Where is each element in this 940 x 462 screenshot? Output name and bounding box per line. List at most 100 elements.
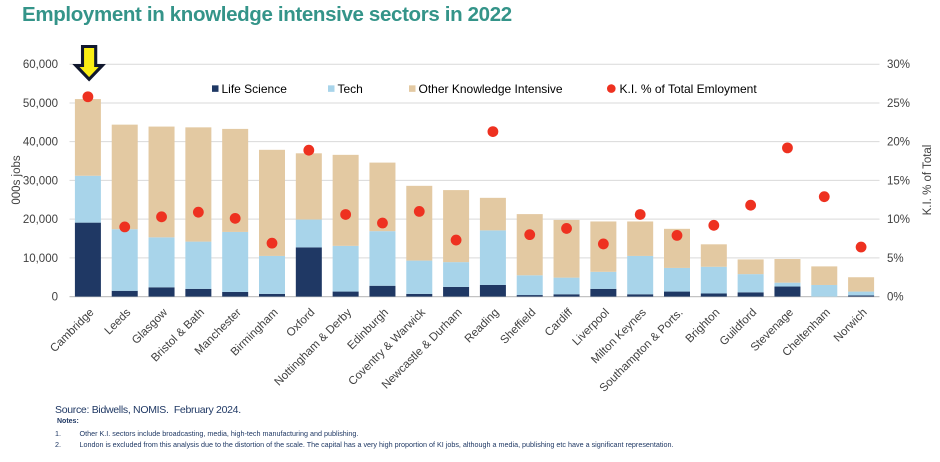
left-axis-tick-label: 40,000 bbox=[23, 137, 58, 149]
left-axis-tick-label: 50,000 bbox=[23, 98, 58, 110]
legend-label: Other Knowledge Intensive bbox=[419, 82, 563, 96]
bar-segment-other-knowledge-intensive bbox=[700, 244, 727, 267]
bar-segment-life-science bbox=[848, 295, 875, 297]
category-label: Leeds bbox=[103, 306, 134, 337]
right-axis-title: K.I. % of Total bbox=[922, 145, 934, 216]
chart-title: Employment in knowledge intensive sector… bbox=[22, 3, 512, 26]
ki-percent-dot bbox=[855, 241, 867, 253]
bar-segment-life-science bbox=[590, 288, 617, 297]
bar-segment-tech bbox=[222, 231, 249, 292]
bar-segment-tech bbox=[185, 241, 212, 289]
bar-segment-tech bbox=[369, 231, 396, 286]
note-item-1: 1. Other K.I. sectors include broadcastin… bbox=[55, 429, 358, 438]
bar-segment-tech bbox=[774, 282, 801, 287]
bar-segment-other-knowledge-intensive bbox=[332, 154, 359, 246]
source-note: Source: Bidwells, NOMIS. February 2024. bbox=[55, 404, 241, 416]
right-axis-tick-label: 20% bbox=[887, 137, 910, 149]
left-axis-tick-label: 0 bbox=[52, 292, 58, 304]
legend-marker-square bbox=[328, 85, 335, 92]
category-label: Sheffield bbox=[498, 307, 538, 347]
ki-percent-dot bbox=[450, 234, 462, 246]
bar-segment-other-knowledge-intensive bbox=[406, 185, 433, 261]
highlight-down-arrow-icon bbox=[72, 44, 106, 82]
bar-segment-life-science bbox=[774, 286, 801, 297]
bar-segment-life-science bbox=[148, 287, 175, 297]
legend-marker-square bbox=[212, 85, 219, 92]
bar-segment-other-knowledge-intensive bbox=[443, 190, 470, 263]
category-label: Reading bbox=[463, 307, 502, 346]
left-axis-tick-label: 10,000 bbox=[23, 253, 58, 265]
bar-segment-tech bbox=[848, 291, 875, 296]
ki-percent-dot bbox=[671, 230, 683, 241]
ki-percent-dot bbox=[119, 221, 131, 233]
ki-percent-dot bbox=[561, 223, 572, 234]
left-axis-tick-label: 30,000 bbox=[23, 175, 58, 187]
bar-segment-other-knowledge-intensive bbox=[774, 259, 801, 283]
ki-percent-dot bbox=[303, 144, 315, 156]
right-axis-tick-label: 25% bbox=[887, 98, 910, 110]
right-axis-tick-label: 30% bbox=[887, 59, 910, 71]
bar-segment-life-science bbox=[553, 294, 580, 297]
notes-heading: Notes: bbox=[57, 418, 79, 425]
bar-segment-tech bbox=[295, 219, 322, 248]
ki-percent-dot bbox=[708, 219, 720, 231]
ki-percent-dot bbox=[340, 209, 352, 220]
category-label: Cardiff bbox=[543, 306, 576, 339]
note-text: London is excluded from this analysis du… bbox=[79, 439, 674, 449]
ki-percent-dot bbox=[782, 142, 793, 154]
left-axis-title: 000s jobs bbox=[11, 155, 23, 204]
bar-segment-life-science bbox=[295, 247, 322, 297]
bar-segment-tech bbox=[259, 255, 285, 294]
bar-segment-tech bbox=[664, 267, 690, 292]
ki-percent-dot bbox=[634, 209, 646, 220]
right-axis-tick-label: 5% bbox=[887, 253, 904, 265]
left-axis-tick-label: 20,000 bbox=[23, 214, 58, 226]
bar-segment-life-science bbox=[332, 291, 359, 297]
ki-percent-dot bbox=[192, 206, 204, 218]
bar-segment-life-science bbox=[443, 286, 470, 297]
bar-segment-tech bbox=[553, 277, 580, 295]
ki-percent-dot bbox=[266, 237, 278, 249]
bar-segment-tech bbox=[443, 262, 470, 287]
bar-segment-other-knowledge-intensive bbox=[848, 277, 875, 292]
bar-segment-other-knowledge-intensive bbox=[111, 124, 138, 230]
bar-segment-other-knowledge-intensive bbox=[516, 214, 543, 276]
bar-segment-life-science bbox=[664, 291, 690, 297]
ki-percent-dot bbox=[818, 191, 830, 203]
bar-segment-tech bbox=[148, 237, 175, 288]
ki-percent-dot bbox=[597, 238, 609, 250]
legend-label: Life Science bbox=[222, 82, 288, 96]
bar-segment-tech bbox=[627, 255, 654, 295]
bar-segment-other-knowledge-intensive bbox=[479, 197, 506, 231]
bar-segment-tech bbox=[700, 266, 727, 294]
bar-segment-other-knowledge-intensive bbox=[811, 266, 838, 285]
bar-segment-tech bbox=[74, 175, 101, 223]
bar-segment-life-science bbox=[259, 293, 285, 297]
ki-percent-dot bbox=[745, 199, 757, 211]
bar-segment-life-science bbox=[627, 294, 654, 297]
right-axis-tick-label: 15% bbox=[887, 175, 910, 187]
bar-segment-other-knowledge-intensive bbox=[627, 221, 654, 256]
left-axis-tick-label: 60,000 bbox=[23, 59, 58, 71]
bar-segment-life-science bbox=[479, 284, 506, 297]
bar-segment-life-science bbox=[111, 290, 138, 297]
bar-segment-life-science bbox=[222, 291, 249, 297]
note-item-2: 2. London is excluded from this analysis … bbox=[55, 440, 674, 449]
right-axis-tick-label: 10% bbox=[887, 214, 910, 226]
bar-segment-life-science bbox=[74, 222, 101, 297]
ki-percent-dot bbox=[82, 91, 94, 103]
legend-label: Tech bbox=[338, 82, 363, 96]
bar-segment-tech bbox=[590, 271, 617, 289]
bar-segment-tech bbox=[111, 229, 138, 291]
bar-segment-life-science bbox=[369, 285, 396, 297]
bar-segment-other-knowledge-intensive bbox=[185, 127, 212, 242]
ki-percent-dot bbox=[377, 217, 388, 229]
legend-label: K.I. % of Total Emloyment bbox=[620, 82, 758, 96]
category-label: Norwich bbox=[832, 307, 870, 345]
bar-segment-tech bbox=[332, 245, 359, 292]
bar-segment-tech bbox=[811, 284, 838, 297]
bar-segment-tech bbox=[479, 230, 506, 285]
bar-segment-life-science bbox=[185, 288, 212, 297]
right-axis-tick-label: 0% bbox=[887, 292, 904, 304]
